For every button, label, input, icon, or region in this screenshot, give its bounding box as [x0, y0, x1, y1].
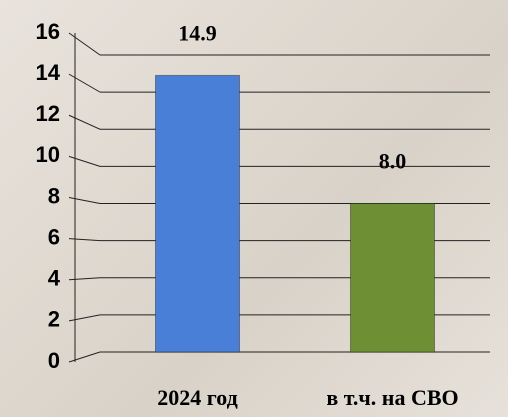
x-tick-label: 2024 год — [157, 385, 237, 410]
x-tick-label: в т.ч. на СВО — [326, 385, 458, 410]
grid-line — [68, 114, 101, 130]
y-tick-label: 12 — [36, 101, 60, 126]
y-tick-label: 10 — [36, 142, 60, 167]
y-tick-label: 0 — [48, 348, 60, 373]
y-tick-label: 8 — [48, 183, 60, 208]
y-tick-label: 6 — [48, 224, 60, 249]
grid-line — [68, 197, 101, 204]
y-tick-label: 14 — [36, 60, 61, 85]
bar — [155, 74, 240, 353]
value-label: 8.0 — [379, 149, 407, 174]
value-label: 14.9 — [178, 20, 217, 45]
y-tick-label: 2 — [48, 307, 60, 332]
grid-line — [68, 277, 101, 281]
grid-line — [68, 155, 101, 167]
y-tick-label: 16 — [36, 19, 60, 44]
grid-line — [68, 73, 101, 93]
grid-line — [68, 351, 101, 363]
grid-line — [68, 314, 101, 322]
grid-line — [68, 32, 101, 56]
bar — [350, 203, 435, 353]
y-tick-label: 4 — [48, 266, 61, 291]
grid-line — [68, 238, 101, 242]
